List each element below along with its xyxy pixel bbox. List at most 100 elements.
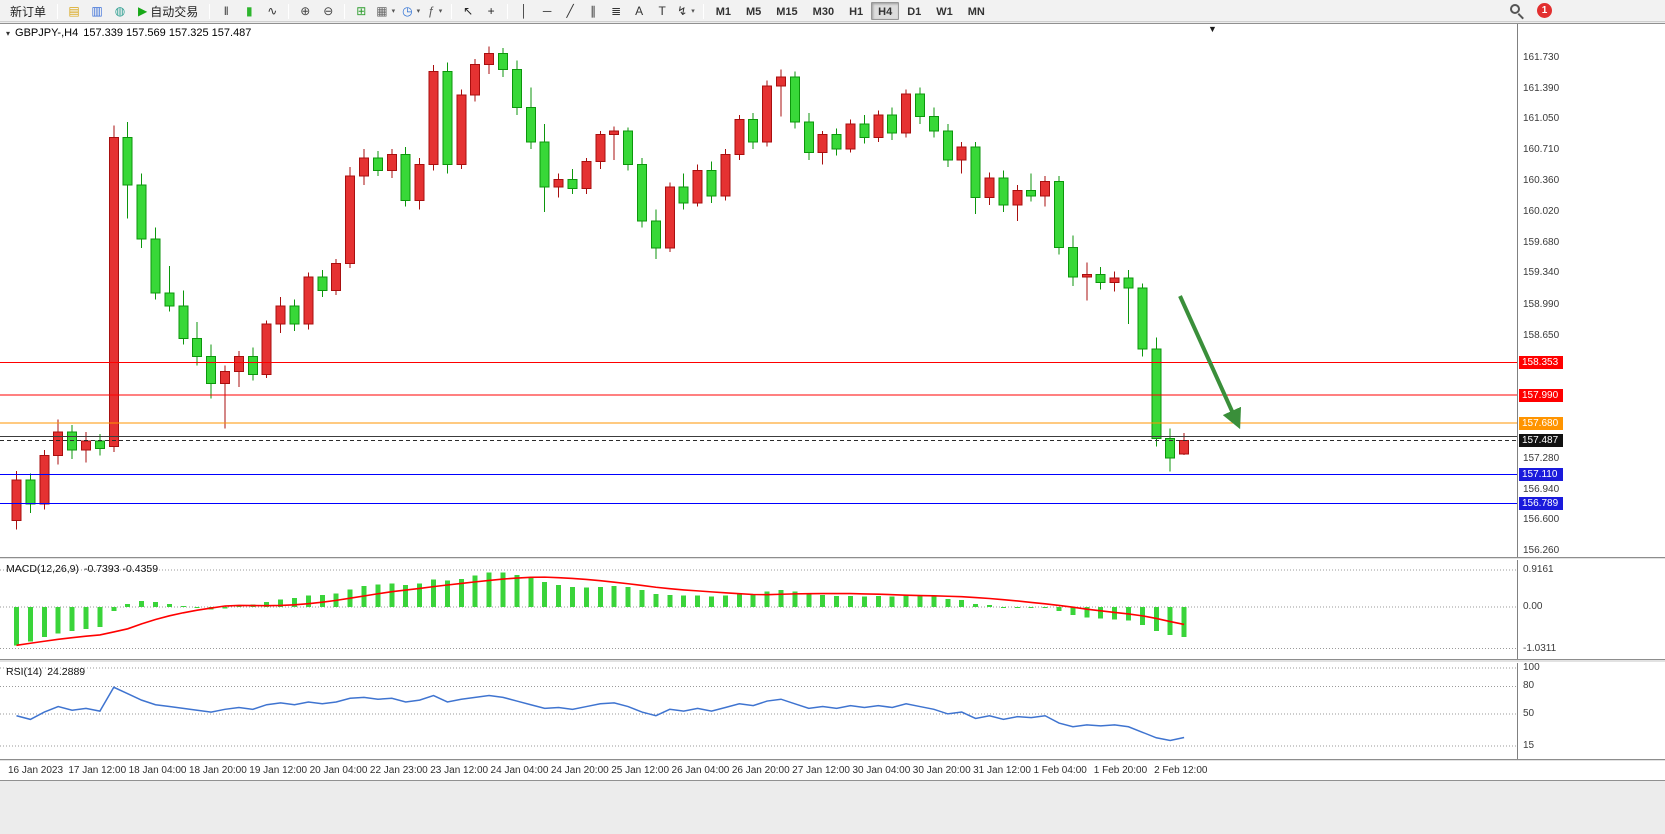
time-tick-label: 20 Jan 04:00 bbox=[309, 765, 368, 776]
candle bbox=[303, 276, 314, 325]
panel-splitter[interactable] bbox=[0, 659, 1665, 663]
macd-bar bbox=[1112, 607, 1118, 620]
macd-indicator-chart[interactable] bbox=[0, 560, 1517, 659]
macd-bar bbox=[500, 572, 506, 607]
candle bbox=[261, 323, 272, 375]
macd-bar bbox=[861, 596, 867, 607]
candle bbox=[53, 431, 64, 456]
auto-trading-button[interactable]: ▶ 自动交易 bbox=[132, 1, 204, 21]
dropdown-arrow-icon[interactable]: ▾ bbox=[391, 8, 396, 15]
arrow-objects-icon[interactable]: ↯ ▾ bbox=[674, 1, 698, 21]
timeframe-w1[interactable]: W1 bbox=[936, 6, 953, 18]
candle bbox=[1165, 437, 1176, 459]
candle bbox=[803, 121, 814, 154]
candle bbox=[859, 123, 870, 138]
zoom-out-icon[interactable]: ⊖ bbox=[317, 1, 339, 21]
candle bbox=[748, 118, 759, 143]
indicators-icon[interactable]: ƒ ▾ bbox=[424, 1, 446, 21]
candlesticks-icon[interactable]: ▮ bbox=[238, 1, 260, 21]
timeframe-m1[interactable]: M1 bbox=[715, 6, 731, 18]
toolbar-separator bbox=[57, 3, 59, 19]
cursor-icon[interactable]: ↖ bbox=[457, 1, 479, 21]
candle bbox=[637, 163, 647, 222]
macd-bar bbox=[639, 590, 645, 607]
candle bbox=[275, 305, 286, 325]
channel-icon[interactable]: ∥ bbox=[582, 1, 604, 21]
new-order-button[interactable]: 新订单 bbox=[4, 1, 52, 21]
candle bbox=[817, 134, 828, 154]
macd-bar bbox=[931, 596, 937, 607]
text-icon[interactable]: A bbox=[628, 1, 650, 21]
crosshair-icon[interactable]: + bbox=[480, 1, 502, 21]
timeframe-m15[interactable]: M15 bbox=[776, 6, 798, 18]
price-tick-label: 158.990 bbox=[1523, 298, 1560, 310]
line-chart-icon[interactable]: ∿ bbox=[261, 1, 283, 21]
candle bbox=[1179, 439, 1190, 455]
dropdown-arrow-icon[interactable]: ▾ bbox=[416, 8, 421, 15]
market-watch-icon[interactable]: ▥ bbox=[86, 1, 108, 21]
candlestick-chart[interactable] bbox=[0, 24, 1517, 557]
toolbar-separator bbox=[209, 3, 211, 19]
zoom-in-icon[interactable]: ⊕ bbox=[294, 1, 316, 21]
charts-grid-icon[interactable]: ▤ bbox=[63, 1, 85, 21]
rsi-indicator-chart[interactable] bbox=[0, 663, 1517, 759]
rsi-scale-label: 100 bbox=[1523, 662, 1540, 673]
macd-bar bbox=[806, 594, 812, 607]
profiles-icon[interactable]: ◷ ▾ bbox=[399, 1, 423, 21]
panel-splitter[interactable] bbox=[0, 557, 1665, 560]
macd-bar bbox=[83, 607, 89, 629]
price-axis[interactable]: 161.730 161.390 161.050 160.710 160.360 160.0… bbox=[1517, 24, 1665, 762]
timeframe-h1[interactable]: H1 bbox=[849, 6, 864, 18]
new-chart-icon[interactable]: ▦ ▾ bbox=[373, 1, 398, 21]
macd-bar bbox=[848, 596, 853, 607]
notification-badge[interactable]: 1 bbox=[1537, 3, 1552, 18]
macd-bar bbox=[222, 607, 228, 609]
ohlc-bars-icon[interactable]: ‖ bbox=[215, 1, 237, 21]
tile-windows-icon[interactable]: ⊞ bbox=[350, 1, 372, 21]
timeframe-m30[interactable]: M30 bbox=[812, 6, 835, 18]
vertical-line-icon[interactable]: │ bbox=[513, 1, 535, 21]
panel-splitter[interactable] bbox=[0, 759, 1665, 762]
time-axis[interactable]: 16 Jan 2023 17 Jan 12:00 18 Jan 04:00 18 Ja… bbox=[0, 762, 1665, 780]
candle bbox=[539, 141, 550, 188]
macd-bar bbox=[153, 602, 158, 607]
candle bbox=[414, 163, 425, 201]
time-tick-label: 17 Jan 12:00 bbox=[68, 765, 127, 776]
time-tick-label: 16 Jan 2023 bbox=[8, 765, 64, 776]
macd-bar bbox=[528, 577, 534, 607]
dropdown-arrow-icon[interactable]: ▾ bbox=[691, 8, 695, 15]
chart-shift-marker[interactable]: ▼ bbox=[1208, 24, 1217, 34]
candle bbox=[581, 161, 592, 190]
candle bbox=[192, 337, 203, 357]
price-tick-label: 160.710 bbox=[1523, 143, 1560, 155]
timeframe-d1[interactable]: D1 bbox=[907, 6, 922, 18]
text-icon-glyph: A bbox=[635, 4, 644, 18]
text-label-icon[interactable]: T bbox=[651, 1, 673, 21]
horizontal-line-icon[interactable]: ─ bbox=[536, 1, 558, 21]
price-tick-label: 160.360 bbox=[1523, 175, 1560, 187]
level-price-label: 158.353 bbox=[1519, 355, 1563, 369]
chart-menu-arrow-icon[interactable]: ▾ bbox=[6, 28, 11, 38]
search-icon[interactable] bbox=[1510, 4, 1520, 14]
navigator-icon[interactable]: ◍ bbox=[109, 1, 131, 21]
new-chart-icon-glyph: ▦ bbox=[376, 4, 388, 18]
candle bbox=[372, 157, 383, 172]
candle bbox=[831, 134, 842, 150]
candle bbox=[317, 276, 328, 292]
trendline-icon[interactable]: ╱ bbox=[559, 1, 581, 21]
timeframe-m5[interactable]: M5 bbox=[745, 6, 762, 18]
rsi-scale-label: 15 bbox=[1523, 740, 1535, 752]
chart-title: ▾ GBPJPY-,H4 157.339 157.569 157.325 157… bbox=[6, 27, 251, 39]
macd-bar bbox=[194, 607, 200, 609]
toolbar-items: 新订单 ▤ ▥ ◍ ▶ 自动交易 ‖ ▮ ∿ ⊕ ⊖ ⊞ ▦ ▾ ◷ ▾ ƒ ▾ ↖ + │ ─ ╱ ∥ ≣ A T ↯ ▾ M1 M5 M1… bbox=[0, 0, 1665, 22]
timeframe-h4[interactable]: H4 bbox=[871, 2, 900, 20]
candle bbox=[206, 355, 217, 384]
time-tick-label: 1 Feb 20:00 bbox=[1093, 765, 1148, 776]
candle bbox=[706, 170, 717, 197]
timeframe-mn[interactable]: MN bbox=[967, 6, 985, 18]
trend-arrow-annotation[interactable] bbox=[1178, 295, 1241, 430]
fibonacci-icon[interactable]: ≣ bbox=[605, 1, 627, 21]
dropdown-arrow-icon[interactable]: ▾ bbox=[438, 8, 443, 15]
candle bbox=[734, 118, 745, 155]
